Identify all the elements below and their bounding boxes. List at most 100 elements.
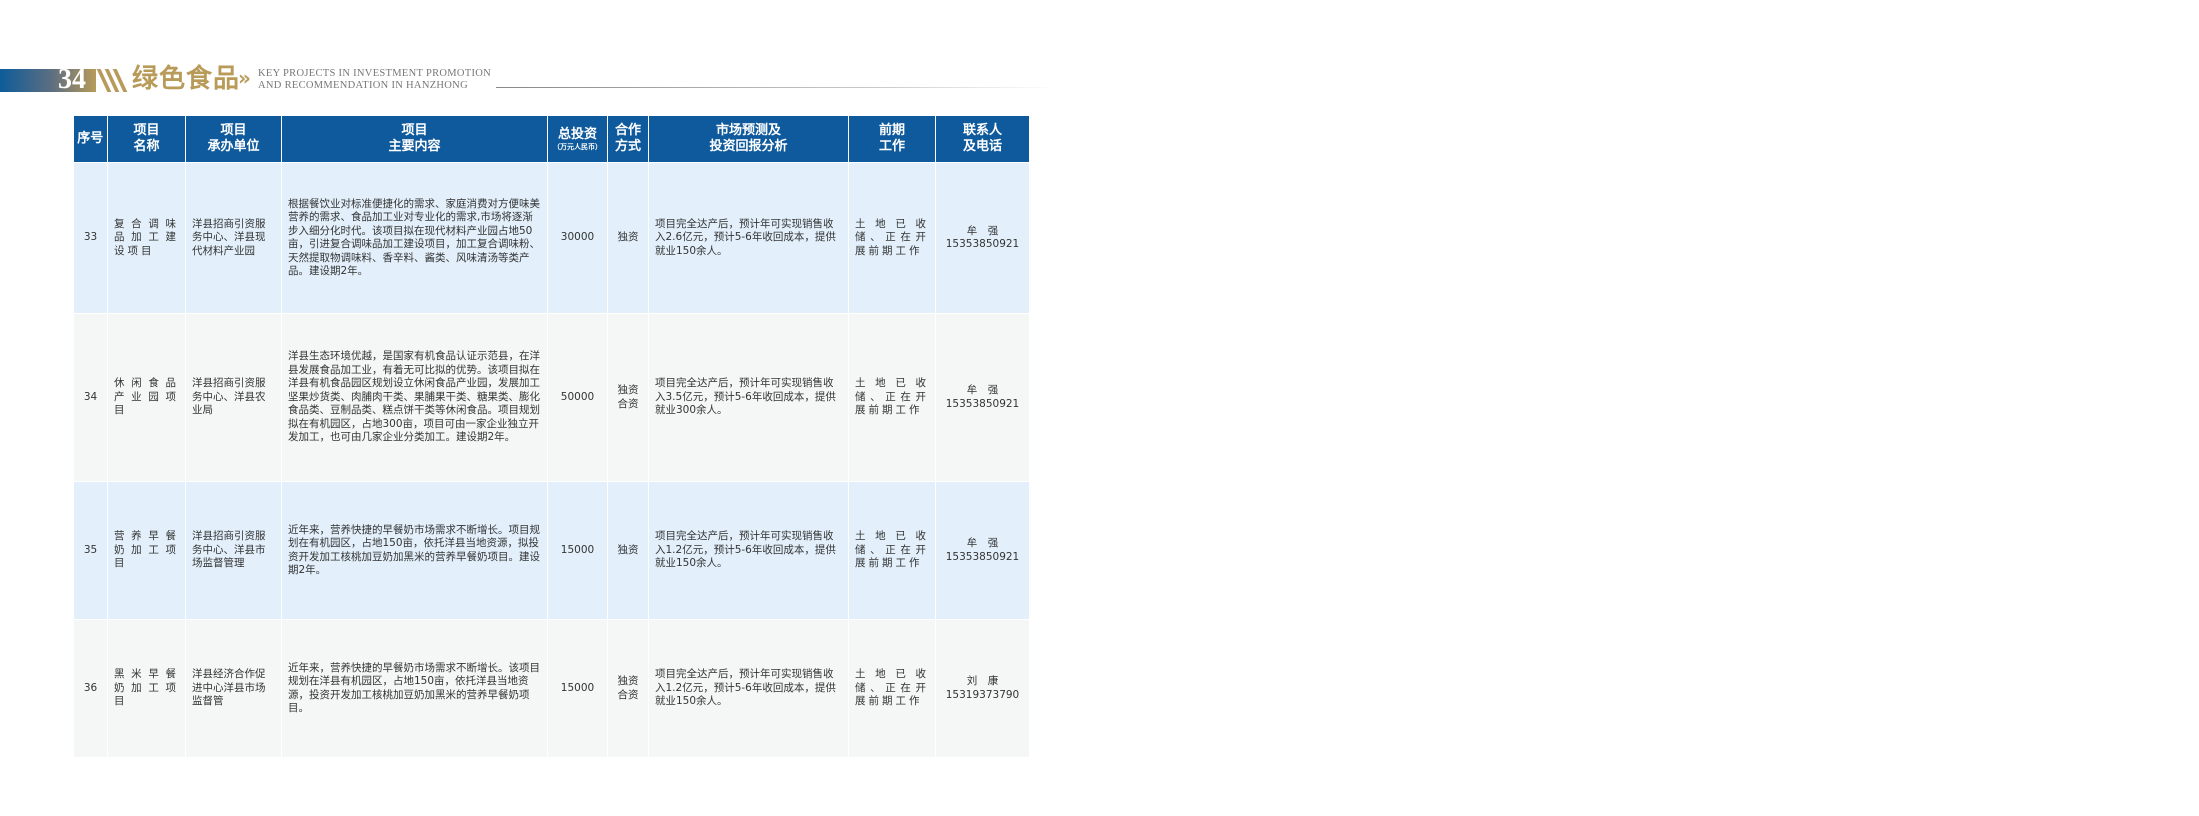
preparation-status: 土地已收储、正在开展前期工作 — [855, 217, 929, 257]
market-analysis: 项目完全达产后，预计年可实现销售收入1.2亿元，预计5-6年收回成本，提供就业1… — [655, 530, 836, 570]
header-rule — [496, 87, 1056, 88]
project-content: 洋县生态环境优越，是国家有机食品认证示范县，在洋县发展食品加工业，有着无可比拟的… — [288, 350, 540, 444]
cell-no: 35 — [73, 481, 108, 620]
cell-unit: 洋县招商引资服务中心、洋县现代材料产业园 — [185, 162, 282, 314]
project-name: 黑米早餐奶加工项目 — [114, 668, 179, 708]
project-content: 根据餐饮业对标准便捷化的需求、家庭消费对方便味美营养的需求、食品加工业对专业化的… — [288, 197, 540, 278]
market-analysis: 项目完全达产后，预计年可实现销售收入3.5亿元，预计5-6年收回成本，提供就业3… — [655, 377, 836, 417]
header-text: 工作 — [878, 139, 905, 154]
cell-no: 34 — [73, 313, 108, 482]
header-text: 方式 — [614, 139, 641, 154]
header-text: 市场预测及 — [715, 123, 781, 138]
header-text: 联系人 — [962, 123, 1002, 138]
contact-phone: 15353850921 — [945, 550, 1020, 563]
header-market: 市场预测及 投资回报分析 — [648, 116, 849, 163]
header-text: 项目 — [220, 123, 247, 138]
coop-type: 独资 — [617, 543, 639, 556]
cell-investment: 15000 — [547, 619, 608, 758]
page-number-band — [0, 69, 96, 92]
cell-investment: 15000 — [547, 481, 608, 620]
cell-investment: 30000 — [547, 162, 608, 314]
cell-content: 洋县生态环境优越，是国家有机食品认证示范县，在洋县发展食品加工业，有着无可比拟的… — [281, 313, 548, 482]
coop-type: 合资 — [617, 688, 639, 701]
investment-amount: 15000 — [560, 543, 595, 556]
project-content: 近年来，营养快捷的早餐奶市场需求不断增长。该项目规划在洋县有机园区，占地150亩… — [288, 661, 540, 715]
double-chevron-icon: » — [238, 66, 251, 90]
english-line-2: AND RECOMMENDATION IN HANZHONG — [258, 80, 468, 91]
header-text: 名称 — [133, 139, 160, 154]
contact-name: 牟 强 — [966, 224, 999, 237]
contact-name: 刘 康 — [966, 675, 999, 687]
row-number: 34 — [83, 390, 98, 403]
cell-market: 项目完全达产后，预计年可实现销售收入2.6亿元，预计5-6年收回成本，提供就业1… — [648, 162, 849, 314]
header-unit: 项目 承办单位 — [185, 116, 282, 163]
cell-coop: 独资 合资 — [607, 313, 649, 482]
projects-table: 序号 项目 名称 项目 承办单位 项目 主要内容 总投资 （万元人民币） 合作 方式 市场… — [73, 116, 1030, 758]
coop-type: 独资 — [617, 384, 639, 396]
header-no: 序号 — [73, 116, 108, 163]
project-content: 近年来，营养快捷的早餐奶市场需求不断增长。项目规划在有机园区，占地150亩，依托… — [288, 523, 540, 577]
cell-unit: 洋县招商引资服务中心、洋县市场监督管理 — [185, 481, 282, 620]
cell-name: 营养早餐奶加工项目 — [107, 481, 186, 620]
investment-amount: 15000 — [560, 681, 595, 694]
header-text: 投资回报分析 — [709, 139, 788, 154]
cell-prep: 土地已收储、正在开展前期工作 — [848, 162, 936, 314]
cell-content: 近年来，营养快捷的早餐奶市场需求不断增长。项目规划在有机园区，占地150亩，依托… — [281, 481, 548, 620]
cell-name: 休闲食品产业园项目 — [107, 313, 186, 482]
coop-type: 独资 — [617, 675, 639, 687]
investment-amount: 30000 — [560, 231, 595, 244]
english-subtitle: KEY PROJECTS IN INVESTMENT PROMOTION AND… — [258, 68, 491, 92]
english-line-1: KEY PROJECTS IN INVESTMENT PROMOTION — [258, 68, 492, 79]
row-number: 35 — [83, 543, 98, 556]
market-analysis: 项目完全达产后，预计年可实现销售收入1.2亿元，预计5-6年收回成本，提供就业1… — [655, 668, 836, 708]
cell-coop: 独资 合资 — [607, 619, 649, 758]
preparation-status: 土地已收储、正在开展前期工作 — [855, 377, 929, 417]
header-text: 主要内容 — [388, 139, 441, 154]
cell-prep: 土地已收储、正在开展前期工作 — [848, 619, 936, 758]
host-unit: 洋县招商引资服务中心、洋县现代材料产业园 — [192, 217, 266, 257]
contact-phone: 15319373790 — [945, 688, 1020, 701]
table-row: 33 复合调味品加工建设项目 洋县招商引资服务中心、洋县现代材料产业园 根据餐饮业对标… — [73, 162, 1030, 314]
header-prep: 前期 工作 — [848, 116, 936, 163]
header-unit-text: （万元人民币） — [553, 142, 602, 151]
host-unit: 洋县招商引资服务中心、洋县农业局 — [192, 377, 266, 417]
cell-prep: 土地已收储、正在开展前期工作 — [848, 481, 936, 620]
header-text: 合作 — [614, 123, 641, 138]
cell-investment: 50000 — [547, 313, 608, 482]
preparation-status: 土地已收储、正在开展前期工作 — [855, 668, 929, 708]
stripes-decoration-icon — [96, 69, 130, 92]
contact-name: 牟 强 — [966, 384, 999, 396]
cell-market: 项目完全达产后，预计年可实现销售收入3.5亿元，预计5-6年收回成本，提供就业3… — [648, 313, 849, 482]
host-unit: 洋县经济合作促进中心洋县市场监督管 — [192, 668, 266, 708]
project-name: 营养早餐奶加工项目 — [114, 530, 179, 570]
market-analysis: 项目完全达产后，预计年可实现销售收入2.6亿元，预计5-6年收回成本，提供就业1… — [655, 217, 836, 257]
header-contact: 联系人 及电话 — [935, 116, 1030, 163]
cell-prep: 土地已收储、正在开展前期工作 — [848, 313, 936, 482]
cell-no: 33 — [73, 162, 108, 314]
cell-contact: 牟 强 15353850921 — [935, 162, 1030, 314]
cell-unit: 洋县经济合作促进中心洋县市场监督管 — [185, 619, 282, 758]
contact-name: 牟 强 — [966, 537, 999, 549]
header-investment: 总投资 （万元人民币） — [547, 116, 608, 163]
cell-content: 近年来，营养快捷的早餐奶市场需求不断增长。该项目规划在洋县有机园区，占地150亩… — [281, 619, 548, 758]
cell-coop: 独资 — [607, 481, 649, 620]
header-text: 承办单位 — [207, 139, 260, 154]
header-text: 总投资 — [557, 126, 597, 142]
table-header-row: 序号 项目 名称 项目 承办单位 项目 主要内容 总投资 （万元人民币） 合作 方式 市场… — [73, 116, 1030, 163]
cell-contact: 牟 强 15353850921 — [935, 313, 1030, 482]
header-text: 项目 — [401, 123, 428, 138]
header-coop: 合作 方式 — [607, 116, 649, 163]
preparation-status: 土地已收储、正在开展前期工作 — [855, 530, 929, 570]
cell-market: 项目完全达产后，预计年可实现销售收入1.2亿元，预计5-6年收回成本，提供就业1… — [648, 619, 849, 758]
header-name: 项目 名称 — [107, 116, 186, 163]
cell-unit: 洋县招商引资服务中心、洋县农业局 — [185, 313, 282, 482]
header-content: 项目 主要内容 — [281, 116, 548, 163]
row-number: 33 — [83, 231, 98, 244]
cell-name: 复合调味品加工建设项目 — [107, 162, 186, 314]
table-row: 35 营养早餐奶加工项目 洋县招商引资服务中心、洋县市场监督管理 近年来，营养快捷的早… — [73, 481, 1030, 620]
category-title: 绿色食品 — [132, 64, 241, 94]
contact-phone: 15353850921 — [945, 397, 1020, 410]
host-unit: 洋县招商引资服务中心、洋县市场监督管理 — [192, 530, 266, 570]
cell-coop: 独资 — [607, 162, 649, 314]
project-name: 复合调味品加工建设项目 — [114, 217, 179, 257]
